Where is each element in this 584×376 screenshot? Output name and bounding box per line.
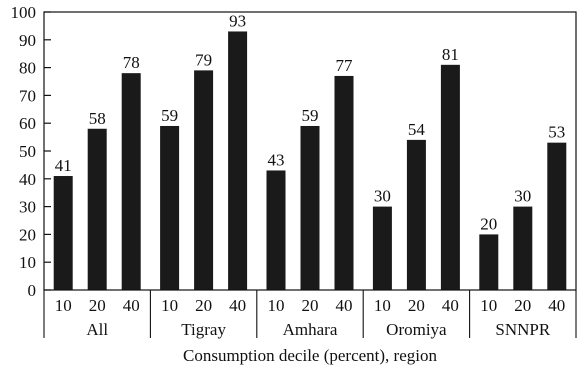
x-tick-label: 20: [514, 296, 531, 315]
value-label: 59: [302, 106, 319, 125]
x-tick-label: 40: [229, 296, 246, 315]
bar-oromiya-20: [406, 139, 426, 290]
y-tick-label: 70: [19, 86, 36, 105]
y-tick-label: 20: [19, 225, 36, 244]
value-label: 58: [89, 109, 106, 128]
x-tick-label: 10: [161, 296, 178, 315]
group-label-oromiya: Oromiya: [386, 320, 447, 339]
bar-oromiya-40: [440, 64, 460, 290]
y-tick-label: 40: [19, 170, 36, 189]
x-tick-label: 20: [408, 296, 425, 315]
value-label: 30: [514, 187, 531, 206]
x-tick-label: 20: [89, 296, 106, 315]
value-label: 93: [229, 11, 246, 30]
bar-all-40: [121, 73, 141, 290]
x-tick-label: 40: [123, 296, 140, 315]
x-tick-label: 40: [548, 296, 565, 315]
y-tick-label: 50: [19, 142, 36, 161]
value-label: 78: [123, 53, 140, 72]
y-tick-label: 80: [19, 59, 36, 78]
bar-snnpr-10: [479, 234, 499, 290]
bar-tigray-10: [160, 125, 180, 290]
bar-snnpr-40: [547, 142, 567, 290]
y-tick-label: 30: [19, 198, 36, 217]
x-tick-label: 10: [480, 296, 497, 315]
bar-amhara-40: [334, 75, 354, 290]
x-tick-label: 40: [336, 296, 353, 315]
bar-oromiya-10: [372, 206, 392, 290]
value-label: 81: [442, 45, 459, 64]
bar-amhara-10: [266, 170, 286, 290]
y-tick-label: 100: [11, 3, 37, 22]
x-tick-label: 20: [302, 296, 319, 315]
value-label: 43: [268, 150, 285, 169]
x-tick-label: 10: [374, 296, 391, 315]
value-label: 30: [374, 187, 391, 206]
group-label-amhara: Amhara: [283, 320, 338, 339]
bar-tigray-40: [228, 31, 248, 291]
value-label: 53: [548, 123, 565, 142]
plot-frame: [43, 11, 577, 291]
value-label: 41: [55, 156, 72, 175]
y-tick-label: 90: [19, 31, 36, 50]
bar-tigray-20: [194, 70, 214, 290]
group-label-snnpr: SNNPR: [495, 320, 550, 339]
bar-all-20: [87, 128, 107, 290]
y-tick-label: 10: [19, 253, 36, 272]
group-label-tigray: Tigray: [181, 320, 226, 339]
bar-all-10: [53, 176, 73, 290]
value-label: 59: [161, 106, 178, 125]
y-tick-label: 0: [28, 281, 37, 300]
value-label: 20: [480, 214, 497, 233]
group-label-all: All: [86, 320, 108, 339]
bars: [53, 31, 567, 291]
bar-amhara-20: [300, 125, 320, 290]
bar-snnpr-20: [513, 206, 533, 290]
value-label: 54: [408, 120, 426, 139]
x-tick-label: 20: [195, 296, 212, 315]
x-tick-label: 40: [442, 296, 459, 315]
value-label: 77: [336, 56, 354, 75]
x-axis-title: Consumption decile (percent), region: [183, 346, 437, 365]
value-labels: 41 58 78 59 79 93 43 59 77 30 54 81 20 30 53: [55, 11, 566, 233]
value-label: 79: [195, 50, 212, 69]
y-tick-label: 60: [19, 114, 36, 133]
x-tick-label: 10: [268, 296, 285, 315]
x-tick-label: 10: [55, 296, 72, 315]
y-axis: 0 10 20 30 40 50 60 70 80 90 100: [11, 3, 51, 300]
